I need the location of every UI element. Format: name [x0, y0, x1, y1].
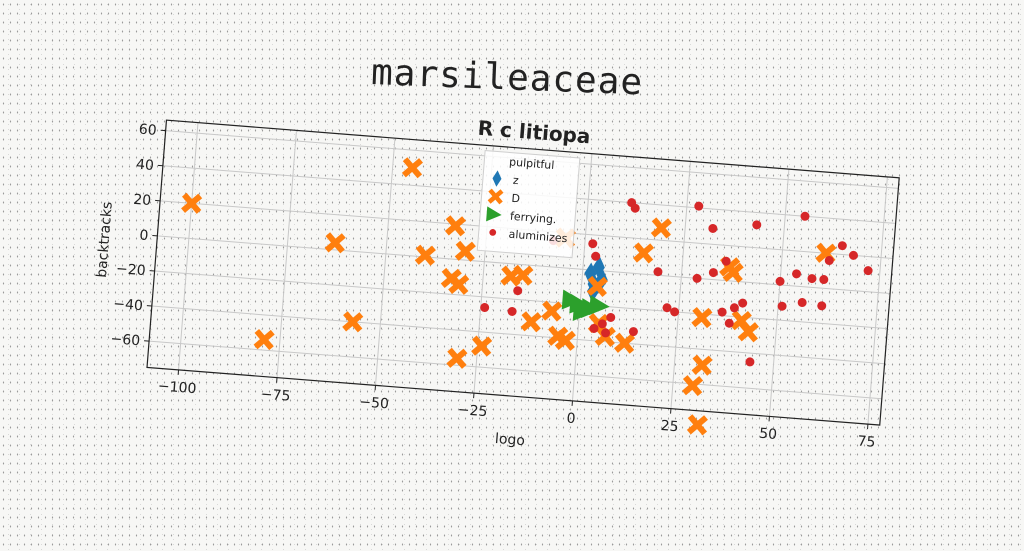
chart-title: R c litiopa: [477, 116, 591, 149]
data-point: [745, 357, 755, 367]
x-tick-label: 0: [566, 411, 576, 428]
y-grid-line: [149, 341, 882, 399]
x-tick-label: 75: [857, 433, 876, 450]
data-point: [730, 303, 740, 313]
data-point: [684, 377, 701, 394]
data-point: [473, 337, 490, 354]
data-point: [694, 357, 711, 374]
y-tick-label: 20: [133, 192, 152, 209]
y-tick-label: 0: [139, 228, 149, 245]
data-point: [738, 298, 748, 308]
x-tick-label: −100: [157, 378, 197, 397]
data-point: [817, 301, 827, 311]
x-grid-line: [868, 177, 887, 424]
data-point: [635, 244, 652, 261]
data-point: [792, 269, 802, 279]
data-point: [653, 219, 670, 236]
x-grid-line: [179, 123, 198, 370]
data-point: [404, 159, 421, 176]
data-point: [513, 286, 523, 296]
data-point: [523, 313, 540, 330]
data-point: [606, 313, 616, 323]
x-grid-line: [769, 169, 788, 416]
data-point: [800, 211, 810, 221]
y-tick-label: 60: [138, 122, 157, 139]
x-tick-label: 50: [759, 426, 778, 443]
data-point: [693, 309, 710, 326]
y-tick-label: −20: [115, 261, 146, 279]
x-grid-line: [375, 138, 394, 385]
x-axis-label: logo: [494, 431, 525, 449]
data-point: [589, 295, 611, 317]
data-point: [507, 307, 517, 317]
data-point: [588, 239, 598, 249]
x-tick-label: 25: [660, 418, 679, 435]
x-grid-line: [671, 161, 690, 408]
data-point: [256, 331, 273, 348]
data-point: [457, 243, 474, 260]
data-point: [709, 268, 719, 278]
y-tick-label: −60: [110, 331, 141, 349]
data-point: [849, 251, 859, 261]
x-tick-label: −50: [359, 394, 390, 412]
x-tick-label: −25: [457, 402, 488, 420]
data-point: [447, 217, 464, 234]
data-point: [543, 302, 560, 319]
data-point: [837, 241, 847, 251]
legend-entry: D: [511, 192, 520, 206]
data-point: [694, 201, 704, 211]
data-point: [863, 266, 873, 276]
x-grid-line: [277, 130, 296, 377]
data-point: [797, 298, 807, 308]
data-point: [752, 220, 762, 230]
data-point: [819, 275, 829, 285]
y-axis-label: backtracks: [94, 201, 116, 278]
y-tick-label: 40: [135, 157, 154, 174]
data-point: [689, 416, 706, 433]
data-point: [448, 350, 465, 367]
x-tick-label: −75: [260, 386, 291, 404]
data-point: [708, 224, 718, 234]
data-point: [807, 274, 817, 284]
data-point: [327, 234, 344, 251]
data-point: [514, 267, 531, 284]
data-point: [417, 247, 434, 264]
data-point: [692, 274, 702, 284]
y-tick-label: −40: [113, 296, 144, 314]
